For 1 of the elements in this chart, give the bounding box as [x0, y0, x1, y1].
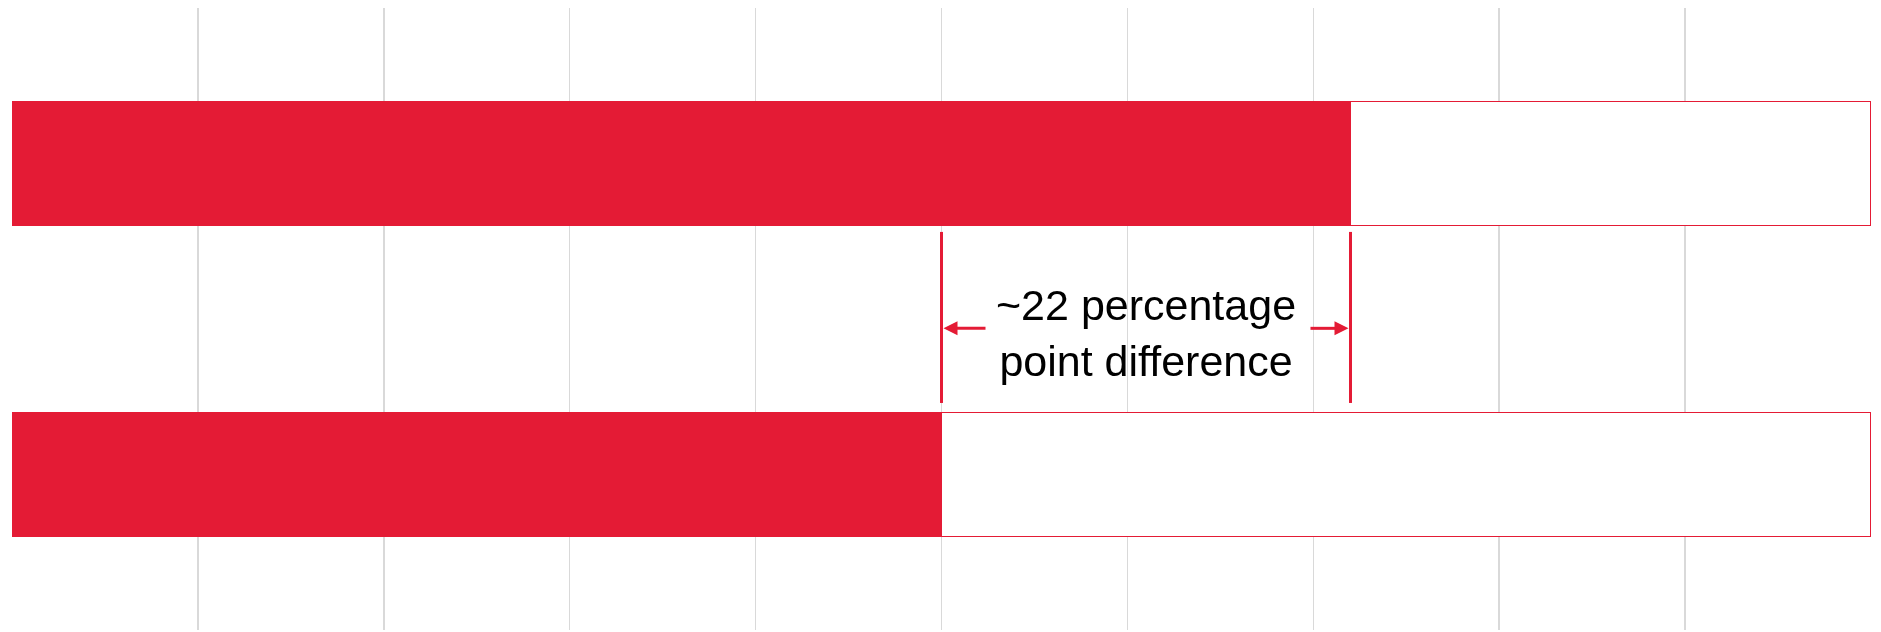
annotation: ~22 percentage point difference	[996, 281, 1297, 385]
